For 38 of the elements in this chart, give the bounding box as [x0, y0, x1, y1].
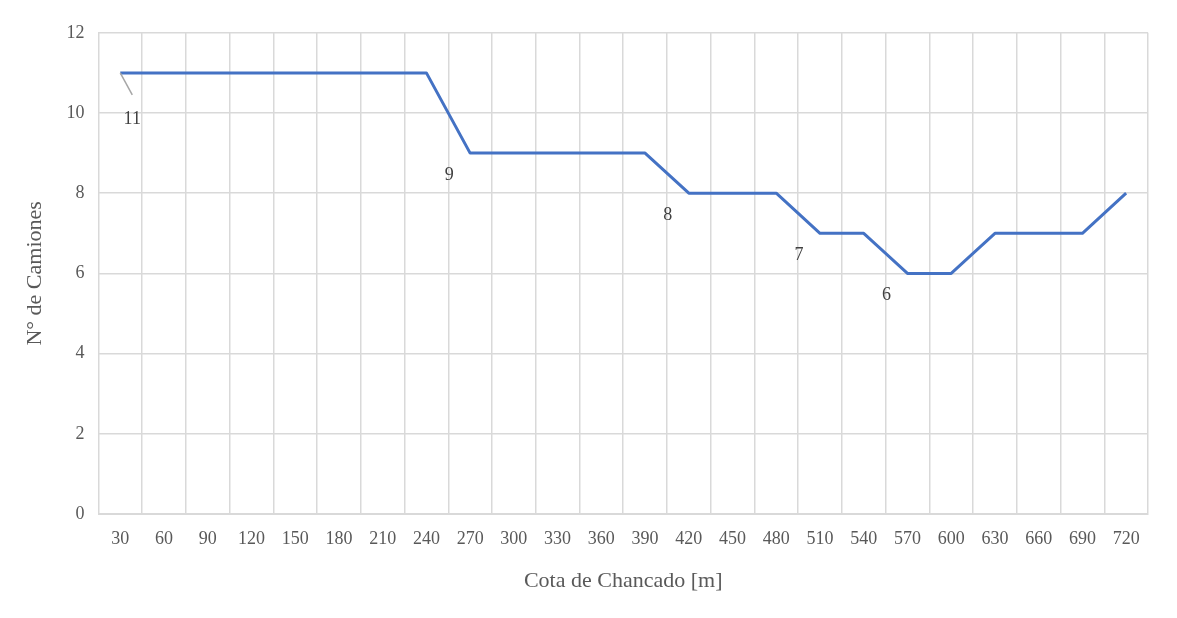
data-label: 9 — [444, 163, 454, 184]
x-axis-title: Cota de Chancado [m] — [523, 566, 723, 592]
y-axis-title: N° de Camiones — [20, 201, 46, 346]
x-tick-label: 720 — [1112, 527, 1140, 548]
x-tick-label: 390 — [631, 527, 659, 548]
y-tick-label: 0 — [75, 502, 85, 523]
x-tick-label: 300 — [500, 527, 528, 548]
x-tick-label: 270 — [456, 527, 484, 548]
x-tick-label: 60 — [155, 527, 173, 548]
x-tick-label: 570 — [893, 527, 921, 548]
x-tick-label: 480 — [762, 527, 790, 548]
y-tick-label: 4 — [75, 342, 85, 363]
data-label: 7 — [794, 244, 804, 265]
y-tick-label: 12 — [66, 21, 85, 42]
x-tick-label: 510 — [806, 527, 834, 548]
x-tick-label: 90 — [198, 527, 217, 548]
x-tick-label: 30 — [111, 527, 130, 548]
x-tick-label: 210 — [369, 527, 397, 548]
x-tick-label: 690 — [1068, 527, 1096, 548]
x-tick-label: 660 — [1025, 527, 1053, 548]
data-label: 8 — [663, 203, 673, 224]
data-label: 11 — [123, 107, 141, 128]
y-tick-label: 2 — [75, 422, 85, 443]
x-tick-label: 600 — [937, 527, 965, 548]
x-tick-label: 150 — [281, 527, 309, 548]
y-tick-label: 10 — [66, 101, 85, 122]
x-tick-label: 540 — [850, 527, 878, 548]
x-tick-label: 240 — [412, 527, 440, 548]
data-label: 6 — [881, 284, 891, 305]
x-tick-label: 120 — [237, 527, 265, 548]
x-tick-label: 330 — [544, 527, 572, 548]
y-tick-label: 6 — [75, 262, 85, 283]
y-tick-label: 8 — [75, 181, 85, 202]
x-tick-label: 450 — [719, 527, 747, 548]
x-tick-label: 420 — [675, 527, 703, 548]
x-tick-label: 360 — [587, 527, 615, 548]
x-tick-label: 180 — [325, 527, 353, 548]
x-tick-label: 630 — [981, 527, 1009, 548]
